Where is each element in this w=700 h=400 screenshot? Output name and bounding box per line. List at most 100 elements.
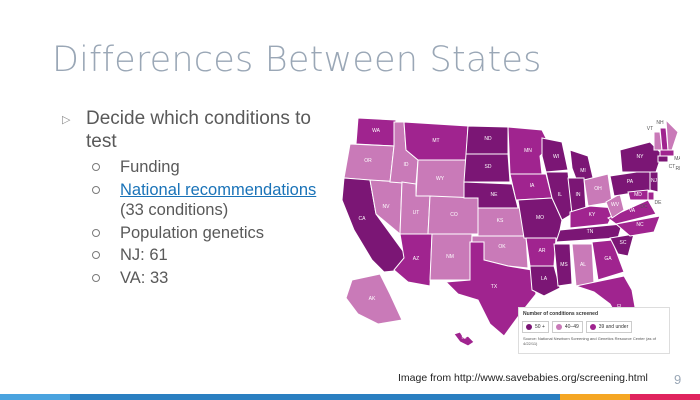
footer-bar-segment-2 bbox=[70, 394, 560, 400]
state-label-ms: MS bbox=[560, 262, 568, 268]
sub-bullet-population-genetics: Population genetics bbox=[62, 223, 332, 244]
state-label-nv: NV bbox=[383, 204, 391, 210]
footer-bar-segment-3 bbox=[560, 394, 630, 400]
footer-bar-segment-4 bbox=[630, 394, 700, 400]
state-va bbox=[607, 199, 657, 225]
state-nj bbox=[649, 171, 659, 193]
state-label-oh: OH bbox=[594, 186, 602, 192]
circle-bullet-icon bbox=[92, 185, 100, 194]
state-label-ca: CA bbox=[359, 216, 367, 222]
legend-label: 50 + bbox=[535, 324, 545, 330]
legend-swatch bbox=[589, 324, 596, 330]
legend-item: 40–49 bbox=[551, 321, 583, 333]
us-screening-map: WA OR CA NV ID MT WY UT AZ CO NM ND SD NE KS OK TX MN IA MO… bbox=[341, 117, 681, 347]
state-la bbox=[529, 265, 561, 297]
state-label-va: VA bbox=[629, 208, 636, 214]
state-sc bbox=[609, 233, 635, 257]
state-label-in: IN bbox=[576, 192, 581, 198]
state-label-mn: MN bbox=[524, 148, 532, 154]
state-label-az: AZ bbox=[413, 256, 419, 262]
state-label-nd: ND bbox=[484, 136, 492, 142]
state-label-sc: SC bbox=[620, 240, 627, 246]
footer-bar-segment-1 bbox=[0, 394, 70, 400]
legend-title: Number of conditions screened bbox=[523, 311, 599, 317]
state-label-nc: NC bbox=[636, 222, 644, 228]
state-md bbox=[627, 189, 649, 201]
sub-bullet-funding: Funding bbox=[62, 157, 332, 178]
legend-label: 39 and under bbox=[598, 324, 629, 330]
slide-title: Differences Between States bbox=[52, 40, 542, 80]
main-bullet-text: Decide which conditions to test bbox=[86, 108, 311, 152]
state-ct bbox=[657, 155, 669, 163]
legend-label: 40–49 bbox=[564, 324, 579, 330]
state-label-wi: WI bbox=[553, 154, 559, 160]
state-label-co: CO bbox=[450, 212, 458, 218]
state-label-wy: WY bbox=[436, 176, 445, 182]
sub-bullet-nj: NJ: 61 bbox=[62, 245, 332, 266]
state-label-ut: UT bbox=[413, 210, 420, 216]
sub-bullet-text: VA: 33 bbox=[120, 268, 169, 287]
state-label-nm: NM bbox=[446, 254, 454, 260]
state-ny bbox=[619, 141, 663, 173]
state-wi bbox=[541, 137, 569, 173]
circle-bullet-icon bbox=[92, 163, 100, 171]
state-label-ct: CT bbox=[669, 164, 676, 170]
state-label-ga: GA bbox=[604, 256, 612, 262]
state-nc bbox=[614, 215, 661, 237]
state-ga bbox=[591, 239, 625, 281]
legend-swatch bbox=[526, 324, 532, 330]
state-me bbox=[665, 118, 679, 151]
state-label-ma: MA bbox=[674, 156, 680, 162]
state-ma bbox=[659, 149, 675, 157]
state-label-wa: WA bbox=[372, 128, 381, 134]
sub-bullet-national-recommendations: National recommendations (33 conditions) bbox=[62, 180, 332, 221]
state-label-ar: AR bbox=[539, 248, 546, 254]
state-wv bbox=[605, 193, 625, 219]
state-label-ia: IA bbox=[530, 183, 535, 189]
sub-bullet-text: Population genetics bbox=[120, 223, 265, 242]
state-label-ks: KS bbox=[497, 218, 504, 224]
sub-bullet-text: (33 conditions) bbox=[120, 201, 229, 219]
state-il bbox=[545, 171, 573, 221]
state-label-dc: DC bbox=[640, 204, 648, 210]
national-recommendations-link[interactable]: National recommendations bbox=[120, 180, 317, 199]
sub-bullet-text: NJ: 61 bbox=[120, 246, 168, 264]
sub-bullet-va: VA: 33 bbox=[62, 268, 332, 289]
state-label-ne: NE bbox=[491, 192, 499, 198]
state-label-ny: NY bbox=[637, 154, 645, 160]
bullet-list: ▷ Decide which conditions to test Fundin… bbox=[62, 107, 332, 290]
state-label-pa: PA bbox=[627, 179, 634, 185]
state-label-mi: MI bbox=[580, 168, 586, 174]
state-label-nh: NH bbox=[656, 120, 664, 126]
state-label-la: LA bbox=[541, 276, 548, 282]
state-label-md: MD bbox=[634, 192, 642, 198]
circle-bullet-icon bbox=[92, 251, 100, 259]
state-ms bbox=[553, 243, 573, 287]
sub-bullet-text: Funding bbox=[120, 158, 180, 176]
circle-bullet-icon bbox=[92, 228, 100, 237]
legend-items: 50 + 40–49 39 and under bbox=[522, 321, 666, 333]
circle-bullet-icon bbox=[92, 273, 100, 282]
state-label-id: ID bbox=[404, 162, 409, 168]
state-label-ri: RI bbox=[676, 166, 681, 172]
state-label-al: AL bbox=[580, 262, 586, 268]
state-label-ak: AK bbox=[369, 296, 376, 302]
page-number: 9 bbox=[674, 372, 682, 387]
legend-source: Source: National Newborn Screening and G… bbox=[523, 336, 656, 346]
state-label-ky: KY bbox=[589, 212, 596, 218]
state-label-mt: MT bbox=[432, 138, 439, 144]
triangle-bullet-icon: ▷ bbox=[62, 114, 71, 126]
state-label-sd: SD bbox=[485, 164, 492, 170]
state-label-wv: WV bbox=[611, 202, 620, 208]
main-bullet: ▷ Decide which conditions to test bbox=[62, 107, 332, 153]
map-state-labels: WA OR CA NV ID MT WY UT AZ CO NM ND SD NE KS OK TX MN IA MO… bbox=[359, 128, 658, 341]
sub-bullet-list: Funding National recommendations (33 con… bbox=[62, 157, 332, 288]
legend-swatch bbox=[555, 324, 562, 330]
state-label-or: OR bbox=[364, 158, 372, 164]
state-label-vt: VT bbox=[647, 126, 653, 132]
state-label-de: DE bbox=[655, 200, 663, 206]
state-hi bbox=[453, 331, 475, 347]
map-legend: Number of conditions screened 50 + 40–49… bbox=[518, 307, 670, 354]
state-label-tn: TN bbox=[587, 229, 594, 235]
